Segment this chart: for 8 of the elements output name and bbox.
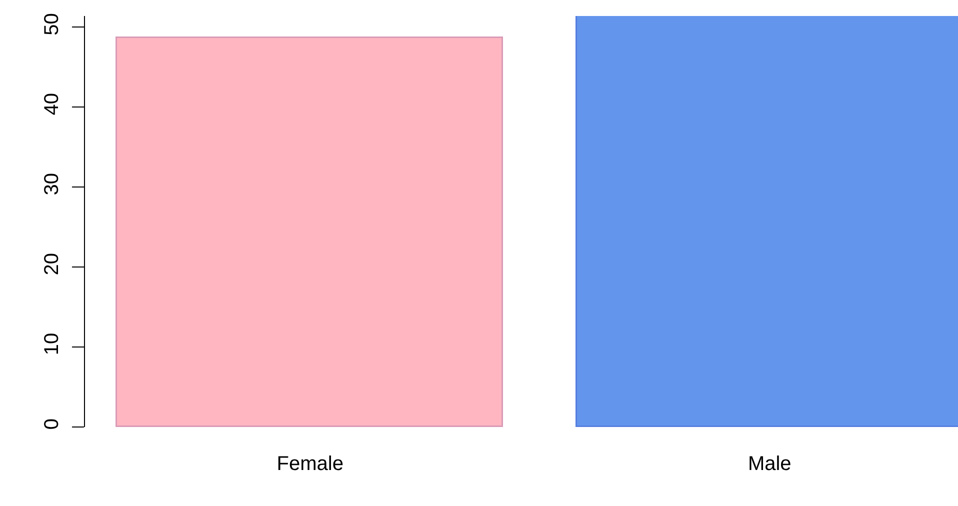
y-tick-label: 30 [41, 172, 63, 196]
y-tick-label: 40 [41, 93, 63, 116]
y-tick-label: 20 [41, 252, 63, 276]
x-tick-label: Female [276, 453, 344, 475]
x-tick-label: Male [748, 453, 792, 475]
y-tick-label: 10 [41, 332, 63, 356]
y-tick-label: 50 [41, 13, 63, 36]
y-tick-label: 0 [41, 418, 63, 430]
